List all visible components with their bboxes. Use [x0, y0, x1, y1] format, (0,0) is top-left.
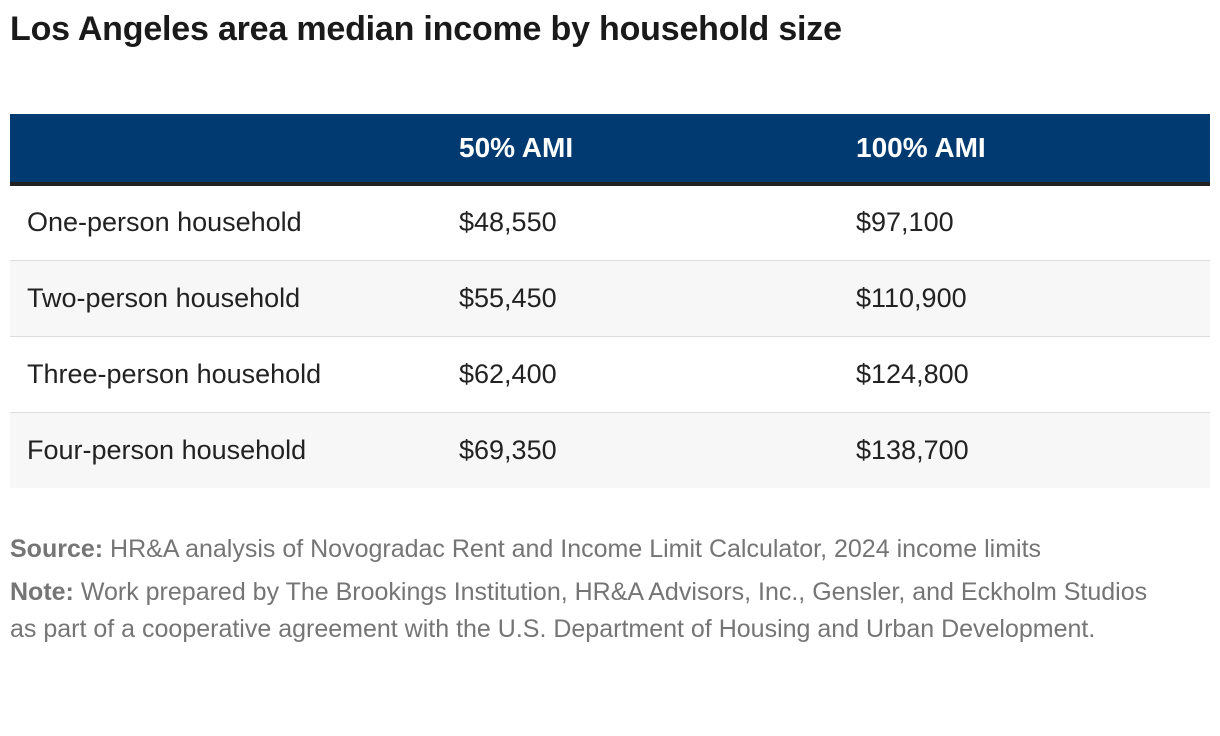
cell-50-ami: $62,400 — [459, 358, 557, 389]
table-row: One-person household $48,550 $97,100 — [10, 184, 1210, 260]
income-table: 50% AMI 100% AMI One-person household $4… — [10, 114, 1210, 488]
header-100-ami: 100% AMI — [856, 132, 986, 163]
table-row: Four-person household $69,350 $138,700 — [10, 412, 1210, 488]
row-label: One-person household — [27, 207, 302, 238]
row-label: Four-person household — [27, 434, 307, 465]
header-household-size — [10, 114, 459, 184]
row-label: Two-person household — [27, 282, 301, 313]
note-text: Work prepared by The Brookings Instituti… — [10, 578, 1148, 643]
source-text: HR&A analysis of Novogradac Rent and Inc… — [103, 535, 1042, 563]
note-label: Note: — [10, 578, 74, 606]
cell-100-ami: $97,100 — [856, 207, 954, 238]
cell-50-ami: $69,350 — [459, 434, 557, 465]
note: Note: Work prepared by The Brookings Ins… — [10, 574, 1150, 648]
table-row: Three-person household $62,400 $124,800 — [10, 336, 1210, 412]
table-header-row: 50% AMI 100% AMI — [10, 114, 1210, 184]
header-50-ami: 50% AMI — [459, 132, 574, 163]
cell-50-ami: $48,550 — [459, 207, 557, 238]
cell-100-ami: $110,900 — [856, 282, 967, 313]
chart-title: Los Angeles area median income by househ… — [10, 10, 842, 48]
table-row: Two-person household $55,450 $110,900 — [10, 260, 1210, 336]
source-label: Source: — [10, 535, 104, 563]
cell-50-ami: $55,450 — [459, 282, 557, 313]
source-note: Source: HR&A analysis of Novogradac Rent… — [10, 530, 1150, 568]
row-label: Three-person household — [27, 358, 322, 389]
cell-100-ami: $124,800 — [856, 358, 969, 389]
cell-100-ami: $138,700 — [856, 434, 969, 465]
income-table-container: 50% AMI 100% AMI One-person household $4… — [10, 114, 1210, 488]
footnotes: Source: HR&A analysis of Novogradac Rent… — [10, 530, 1150, 648]
